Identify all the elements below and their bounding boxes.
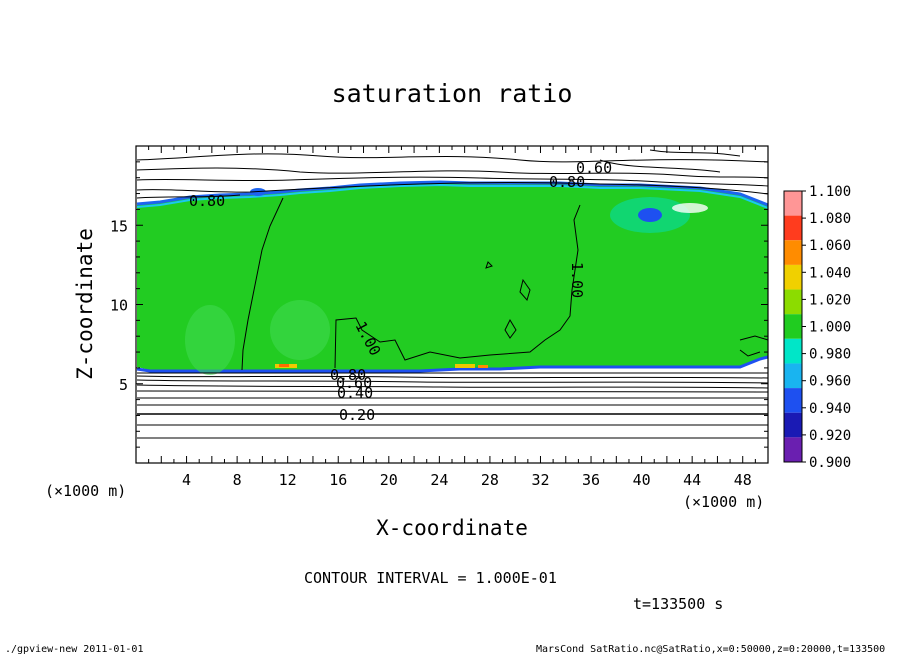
y-tick-label: 15 xyxy=(110,217,128,235)
colorbar-label: 1.020 xyxy=(809,292,851,308)
colorbar-swatch xyxy=(784,215,802,241)
contour-labels: 0.60 0.80 0.80 1.00 1.00 0.80 0.60 0.40 … xyxy=(189,159,612,424)
cloud-fringe-top-cyan xyxy=(136,183,769,209)
colorbar: 1.100 1.080 1.060 1.040 1.020 1.000 0.980 0.960… xyxy=(783,184,851,471)
x-tick-label: 4 xyxy=(182,471,191,489)
x-tick-label: 16 xyxy=(329,471,347,489)
chart-title: saturation ratio xyxy=(332,79,573,108)
colorbar-label: 0.920 xyxy=(809,428,851,444)
contour-label: 0.60 xyxy=(336,374,372,392)
colorbar-label: 0.940 xyxy=(809,401,851,417)
colorbar-label: 1.080 xyxy=(809,211,851,227)
colorbar-label: 1.100 xyxy=(809,184,851,200)
contour-label: 0.80 xyxy=(549,173,585,191)
colorbar-label: 1.040 xyxy=(809,265,851,281)
colorbar-label: 1.000 xyxy=(809,320,851,336)
colorbar-swatch xyxy=(784,437,802,462)
contours-lower xyxy=(136,372,769,439)
contour-label: 0.20 xyxy=(339,406,375,424)
colorbar-label: 0.900 xyxy=(809,455,851,471)
colorbar-swatch xyxy=(784,314,802,339)
colorbar-swatch xyxy=(784,412,802,438)
x-tick-label: 40 xyxy=(633,471,651,489)
contour-interval: CONTOUR INTERVAL = 1.000E-01 xyxy=(304,569,557,587)
contour-label: 0.80 xyxy=(189,192,225,210)
x-tick-label: 48 xyxy=(734,471,752,489)
contour-1.00 xyxy=(241,197,769,371)
plot-area: 0.60 0.80 0.80 1.00 1.00 0.80 0.60 0.40 … xyxy=(135,145,769,464)
x-tick-label: 32 xyxy=(531,471,549,489)
colorbar-swatch xyxy=(784,289,802,315)
warm-patch xyxy=(478,365,488,368)
x-tick-label: 36 xyxy=(582,471,600,489)
x-tick-label: 44 xyxy=(683,471,701,489)
y-tick-label: 5 xyxy=(119,376,128,394)
y-tick-label: 10 xyxy=(110,297,128,315)
y-axis-label: Z-coordinate xyxy=(73,228,97,380)
time-label: t=133500 s xyxy=(633,595,723,613)
contour-label: 0.60 xyxy=(576,159,612,177)
colorbar-swatch xyxy=(784,388,802,413)
shade-region xyxy=(185,305,235,375)
x-axis: 4 8 12 16 20 24 28 32 36 40 44 48 xyxy=(135,146,769,489)
colorbar-swatch xyxy=(784,363,802,389)
colorbar-label: 0.960 xyxy=(809,374,851,390)
contours-upper xyxy=(136,149,769,199)
footer-right: MarsCond_SatRatio.nc@SatRatio,x=0:50000,… xyxy=(536,644,885,654)
contour-label: 0.80 xyxy=(330,366,366,384)
x-tick-label: 8 xyxy=(233,471,242,489)
colorbar-swatch xyxy=(784,338,802,364)
y-axis: 5 10 15 xyxy=(110,145,768,464)
colorbar-swatch xyxy=(784,240,802,265)
x-tick-label: 24 xyxy=(430,471,448,489)
contour-label: 0.40 xyxy=(337,384,373,402)
shade-region xyxy=(270,300,330,360)
x-tick-label: 28 xyxy=(481,471,499,489)
colorbar-swatch xyxy=(784,191,802,216)
low-patch xyxy=(638,208,662,222)
warm-patch xyxy=(279,364,289,367)
colorbar-label: 1.060 xyxy=(809,238,851,254)
x-unit-label-right: (×1000 m) xyxy=(683,493,764,511)
colorbar-label: 0.980 xyxy=(809,347,851,363)
colorbar-swatch xyxy=(784,264,802,290)
x-tick-label: 12 xyxy=(279,471,297,489)
clear-patch xyxy=(672,203,708,213)
contour-label: 1.00 xyxy=(568,262,586,298)
x-axis-label: X-coordinate xyxy=(376,516,528,540)
footer-left: ./gpview-new 2011-01-01 xyxy=(5,644,143,654)
warm-patch xyxy=(455,364,475,368)
x-tick-label: 20 xyxy=(380,471,398,489)
x-unit-label: (×1000 m) xyxy=(45,482,126,500)
